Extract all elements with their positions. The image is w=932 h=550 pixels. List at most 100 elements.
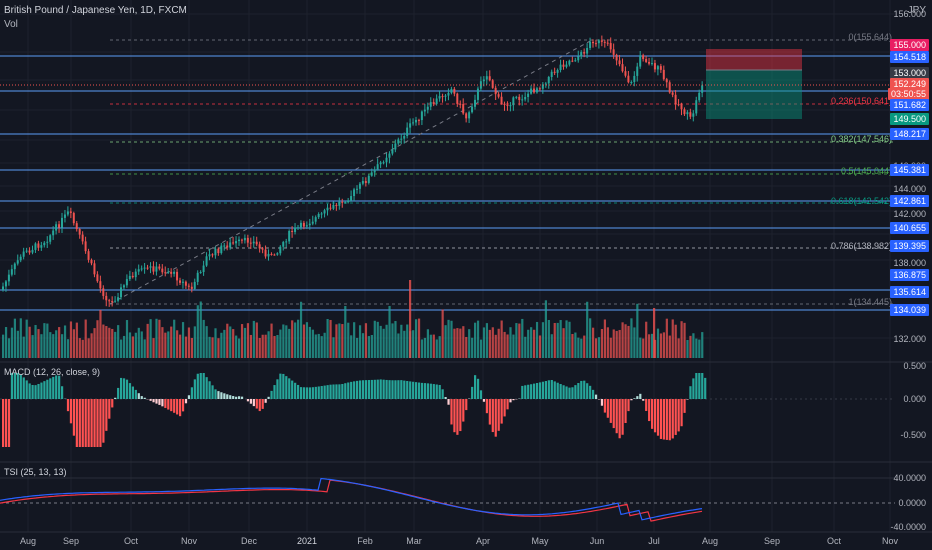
tsi-legend[interactable]: TSI (25, 13, 13) xyxy=(4,467,67,477)
price-tag[interactable]: 148.217 xyxy=(890,128,929,140)
time-axis-tick: Apr xyxy=(475,536,491,546)
candle xyxy=(497,94,500,97)
candle xyxy=(606,42,609,44)
volume-bar xyxy=(559,320,562,358)
macd-legend[interactable]: MACD (12, 26, close, 9) xyxy=(4,367,101,377)
price-tag[interactable]: 149.500 xyxy=(890,113,929,125)
volume-bar xyxy=(46,323,49,358)
volume-bar xyxy=(229,326,232,358)
candle xyxy=(438,96,441,99)
candle xyxy=(350,196,353,201)
candle xyxy=(444,95,447,97)
price-tag[interactable]: 155.000 xyxy=(890,39,929,51)
macd-bar xyxy=(423,383,427,399)
volume-bar xyxy=(202,319,205,358)
candle xyxy=(677,104,680,106)
volume-bar xyxy=(323,332,326,358)
candle xyxy=(538,88,541,90)
macd-bar xyxy=(22,377,25,399)
volume-bar xyxy=(181,322,185,358)
volume-bar xyxy=(308,326,311,358)
macd-bar xyxy=(105,399,108,431)
price-tag[interactable]: 142.861 xyxy=(890,195,929,207)
macd-bar xyxy=(10,373,14,399)
symbol-title[interactable]: British Pound / Japanese Yen, 1D, FXCM xyxy=(4,5,187,16)
price-tag[interactable]: 154.518 xyxy=(890,51,929,63)
candle xyxy=(394,143,397,150)
price-tag[interactable]: 151.682 xyxy=(890,99,929,111)
candle xyxy=(689,112,692,117)
volume-bar xyxy=(173,319,176,358)
price-tag[interactable]: 136.875 xyxy=(890,269,929,281)
volume-bar xyxy=(122,335,126,358)
candle xyxy=(125,279,128,286)
macd-bar xyxy=(55,375,58,399)
macd-bar xyxy=(16,373,19,399)
macd-bar xyxy=(571,387,574,399)
candle xyxy=(161,268,164,273)
price-tag[interactable]: 03:50:55 xyxy=(887,88,929,100)
macd-bar xyxy=(447,399,450,405)
volume-bar xyxy=(571,334,574,358)
candle xyxy=(594,43,597,45)
volume-legend[interactable]: Vol xyxy=(4,19,18,30)
volume-bar xyxy=(332,337,335,358)
time-axis-tick: Jul xyxy=(648,536,660,546)
volume-bar xyxy=(665,318,668,358)
candle xyxy=(630,81,633,83)
candle xyxy=(152,266,155,272)
candle xyxy=(420,111,423,121)
volume-bar xyxy=(111,328,114,358)
macd-bar xyxy=(143,397,146,399)
candle xyxy=(66,211,69,215)
price-tag[interactable]: 134.039 xyxy=(890,304,929,316)
volume-bar xyxy=(117,325,120,358)
candle xyxy=(462,104,465,114)
macd-bar xyxy=(600,399,604,406)
volume-bar xyxy=(320,336,323,358)
macd-bar xyxy=(158,399,161,405)
candle xyxy=(400,138,403,140)
macd-bar xyxy=(335,384,338,399)
candle xyxy=(317,213,320,218)
macd-bar xyxy=(208,381,211,399)
candle xyxy=(653,63,656,70)
candle xyxy=(580,52,583,57)
candle xyxy=(326,207,329,211)
candle xyxy=(214,248,217,256)
macd-bar xyxy=(264,399,267,403)
volume-bar xyxy=(72,329,75,358)
fib-level-label: 0.5(145.044) xyxy=(840,166,892,176)
macd-bar xyxy=(249,399,252,404)
volume-bar xyxy=(152,338,155,358)
time-axis-tick: Nov xyxy=(881,536,899,546)
candle xyxy=(565,64,568,67)
macd-bar xyxy=(388,380,391,399)
price-tag[interactable]: 140.655 xyxy=(890,222,929,234)
macd-bar xyxy=(668,399,671,441)
candle xyxy=(385,157,388,163)
price-tag[interactable]: 135.614 xyxy=(890,286,929,298)
macd-bar xyxy=(140,396,143,399)
candle xyxy=(335,204,338,206)
macd-bar xyxy=(630,399,633,401)
price-tag[interactable]: 145.381 xyxy=(890,164,929,176)
candle xyxy=(353,189,356,197)
volume-bar xyxy=(305,322,309,358)
candle xyxy=(344,202,347,204)
candle xyxy=(556,70,559,73)
price-tag[interactable]: 139.395 xyxy=(890,240,929,252)
volume-bar xyxy=(494,334,497,358)
price-tag[interactable]: 152.249 xyxy=(890,78,929,90)
macd-bar xyxy=(34,385,37,399)
macd-bar xyxy=(291,380,294,399)
macd-bar xyxy=(176,399,179,415)
volume-bar xyxy=(597,337,601,358)
volume-bar xyxy=(52,334,55,358)
price-tag[interactable]: 153.000 xyxy=(890,67,929,79)
candle xyxy=(577,56,580,61)
candle xyxy=(146,267,149,269)
macd-bar xyxy=(223,393,226,399)
candle xyxy=(84,241,87,252)
